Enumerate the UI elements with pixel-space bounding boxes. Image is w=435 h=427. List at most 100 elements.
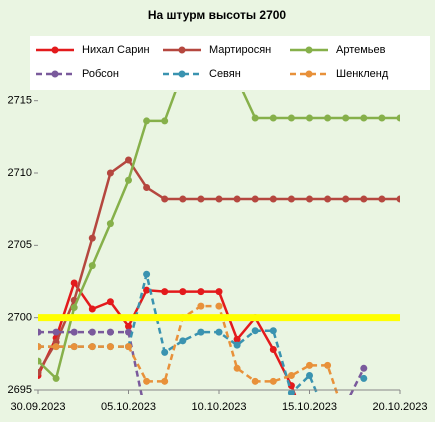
point [70, 279, 78, 287]
point [197, 288, 205, 296]
point [306, 372, 313, 380]
x-tick-label: 20.10.2023 [372, 401, 427, 413]
point [52, 328, 60, 336]
point [88, 234, 96, 242]
point [106, 298, 114, 306]
point [179, 337, 187, 345]
point [306, 361, 313, 369]
point [38, 343, 42, 351]
point [233, 364, 241, 372]
legend-marker [305, 46, 313, 54]
point [251, 327, 259, 335]
point [106, 343, 114, 351]
point [306, 114, 313, 122]
point [70, 304, 78, 312]
point [287, 382, 295, 390]
point [143, 183, 151, 191]
legend-marker [305, 70, 313, 78]
point [125, 322, 132, 330]
legend-marker [51, 46, 59, 54]
point [360, 195, 368, 203]
point [287, 389, 295, 395]
point [88, 343, 96, 351]
point [106, 220, 114, 228]
point [143, 415, 150, 422]
point [179, 288, 187, 296]
point [378, 195, 386, 203]
point [125, 176, 132, 184]
point [396, 114, 400, 122]
point [161, 377, 169, 385]
point [88, 262, 96, 270]
point [88, 328, 96, 336]
point [342, 415, 349, 422]
point [287, 195, 295, 203]
point [342, 195, 350, 203]
point [324, 195, 332, 203]
point [70, 343, 78, 351]
point [287, 372, 295, 380]
point [360, 364, 368, 372]
x-tick-label: 15.10.2023 [282, 401, 337, 413]
point [269, 195, 277, 203]
point [324, 415, 331, 422]
point [70, 328, 78, 336]
point [125, 156, 132, 164]
point [143, 270, 151, 278]
legend-label: Нихал Сарин [82, 44, 150, 56]
point [143, 286, 151, 294]
legend-box [30, 36, 430, 90]
point [106, 328, 114, 336]
point [38, 369, 42, 377]
point [125, 343, 132, 351]
point [197, 195, 205, 203]
point [251, 114, 259, 122]
point [52, 343, 60, 351]
point [360, 374, 368, 382]
legend-label: Артемьев [336, 44, 386, 56]
legend-marker [178, 70, 186, 78]
series-line [38, 274, 364, 419]
point [125, 328, 132, 336]
y-tick-label: 2700 [8, 312, 32, 324]
point [215, 302, 223, 310]
point [161, 348, 169, 356]
chart-title: На штурм высоты 2700 [148, 8, 287, 22]
point [143, 117, 151, 125]
legend-label: Шенкленд [336, 68, 389, 80]
point [38, 357, 42, 365]
series-line [38, 92, 400, 381]
x-tick-label: 05.10.2023 [101, 401, 156, 413]
point [378, 114, 386, 122]
point [360, 114, 368, 122]
point [324, 114, 332, 122]
point [161, 195, 169, 203]
legend-marker [51, 70, 59, 78]
point [251, 195, 259, 203]
point [251, 377, 259, 385]
y-tick-label: 2705 [8, 239, 32, 251]
legend-label: Мартиросян [209, 44, 271, 56]
legend-label: Севян [209, 68, 241, 80]
legend-marker [178, 46, 186, 54]
point [143, 377, 151, 385]
point [52, 374, 60, 382]
point [233, 341, 241, 349]
point [197, 328, 205, 336]
point [269, 114, 277, 122]
point [161, 288, 169, 296]
point [106, 169, 114, 177]
point [215, 328, 223, 336]
point [215, 288, 223, 296]
point [342, 401, 349, 408]
y-tick-label: 2710 [8, 167, 32, 179]
series-line [38, 280, 297, 395]
point [88, 305, 96, 313]
legend-label: Робсон [82, 68, 119, 80]
point [161, 117, 169, 125]
point [38, 328, 42, 336]
point [197, 302, 205, 310]
point [306, 195, 313, 203]
y-tick-label: 2715 [8, 95, 32, 107]
